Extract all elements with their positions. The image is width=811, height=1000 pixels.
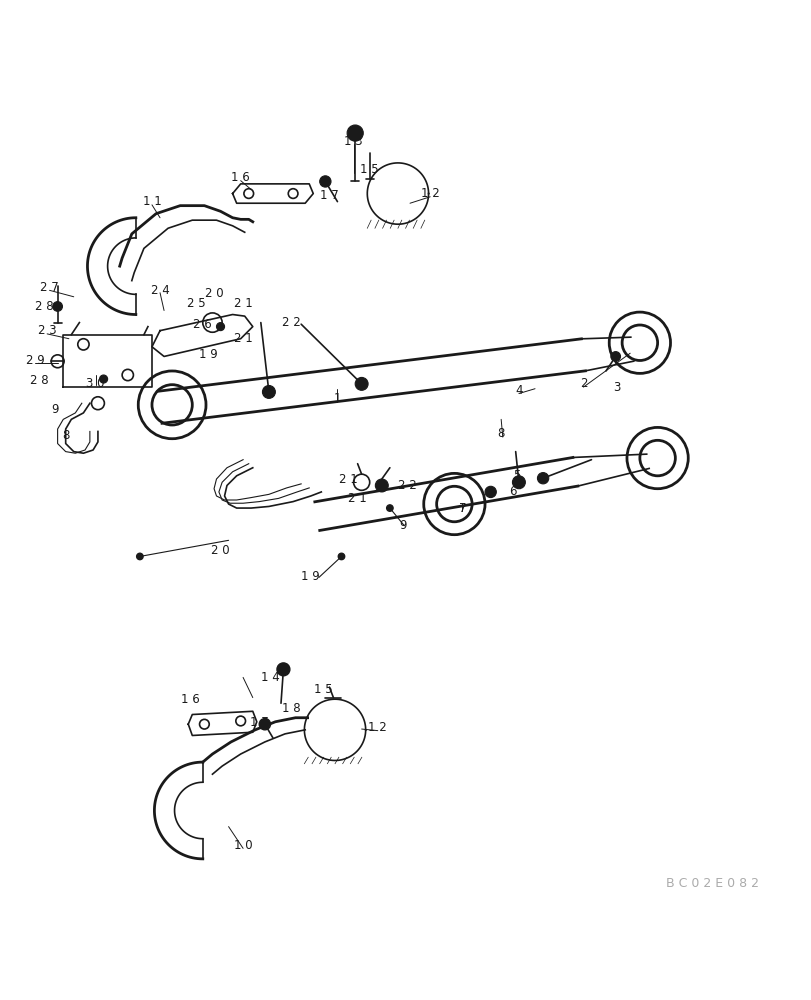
Text: 2 8: 2 8 — [36, 300, 54, 313]
Text: 2 8: 2 8 — [30, 374, 49, 387]
Text: 1 7: 1 7 — [250, 716, 268, 729]
Text: 1 3: 1 3 — [344, 135, 363, 148]
Circle shape — [375, 479, 388, 492]
Circle shape — [354, 377, 367, 390]
Text: 1 2: 1 2 — [368, 721, 387, 734]
Text: 2 4: 2 4 — [151, 284, 169, 297]
Text: 1 2: 1 2 — [420, 187, 439, 200]
Text: 9: 9 — [398, 519, 406, 532]
Text: 2 9: 2 9 — [26, 354, 45, 367]
Text: B C 0 2 E 0 8 2: B C 0 2 E 0 8 2 — [665, 877, 758, 890]
Text: 1 8: 1 8 — [282, 702, 300, 715]
Text: 7: 7 — [458, 502, 466, 515]
Circle shape — [346, 125, 363, 141]
Circle shape — [53, 302, 62, 311]
Text: 3: 3 — [613, 381, 620, 394]
Circle shape — [136, 553, 143, 560]
Text: 2 0: 2 0 — [211, 544, 230, 557]
Text: 1 1: 1 1 — [143, 195, 161, 208]
Text: 4: 4 — [514, 384, 522, 397]
Circle shape — [259, 719, 270, 730]
Circle shape — [610, 352, 620, 361]
Text: 3 0: 3 0 — [86, 377, 105, 390]
Text: 8: 8 — [497, 427, 504, 440]
Circle shape — [386, 505, 393, 511]
Circle shape — [484, 486, 496, 498]
Text: 2 1: 2 1 — [348, 492, 367, 505]
Text: 2 2: 2 2 — [281, 316, 301, 329]
Text: 2 2: 2 2 — [397, 479, 417, 492]
Text: 2 1: 2 1 — [338, 473, 357, 486]
Text: 5: 5 — [513, 469, 521, 482]
Text: 1 5: 1 5 — [360, 163, 379, 176]
Text: 1 6: 1 6 — [231, 171, 250, 184]
Text: 1 4: 1 4 — [261, 671, 280, 684]
Text: 6: 6 — [508, 485, 516, 498]
Text: 2 6: 2 6 — [193, 318, 212, 331]
Text: 1 0: 1 0 — [234, 839, 252, 852]
Text: 1 9: 1 9 — [301, 570, 320, 583]
Text: 1 6: 1 6 — [181, 693, 200, 706]
Text: 2 5: 2 5 — [187, 297, 205, 310]
Text: 2 7: 2 7 — [40, 281, 59, 294]
Circle shape — [277, 663, 290, 676]
Text: 2 0: 2 0 — [204, 287, 223, 300]
Circle shape — [338, 553, 345, 560]
Circle shape — [100, 375, 108, 383]
Text: 8: 8 — [62, 429, 69, 442]
Text: 1 5: 1 5 — [314, 683, 333, 696]
Circle shape — [537, 473, 548, 484]
Text: 2 1: 2 1 — [234, 297, 252, 310]
Circle shape — [512, 476, 525, 489]
Circle shape — [262, 385, 275, 398]
Circle shape — [217, 323, 225, 331]
Text: 2 1: 2 1 — [234, 332, 252, 345]
Text: 9: 9 — [51, 403, 59, 416]
Text: 1 7: 1 7 — [320, 189, 338, 202]
Text: 2 3: 2 3 — [38, 324, 57, 337]
Text: 2: 2 — [579, 377, 586, 390]
Text: 1: 1 — [333, 392, 341, 405]
Circle shape — [320, 176, 331, 187]
Text: 1 9: 1 9 — [199, 348, 217, 361]
